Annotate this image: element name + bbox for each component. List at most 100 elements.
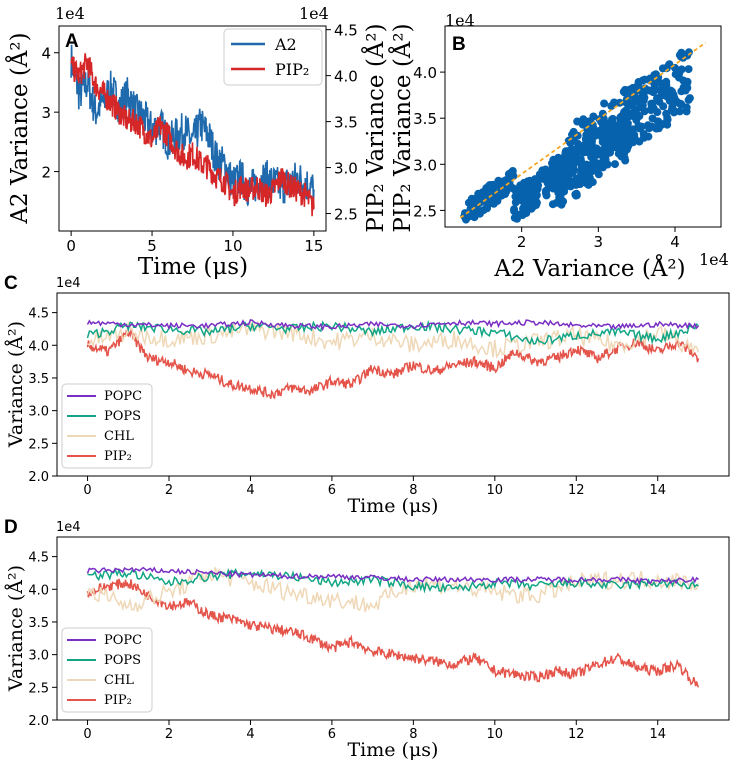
scatter-point (573, 117, 582, 126)
scatter-point (610, 121, 619, 130)
y-tick-label: 2.5 (413, 202, 437, 220)
scatter-point (511, 198, 520, 207)
y-tick-label: 2 (41, 164, 51, 182)
legend-pip2-label: PIP₂ (104, 449, 132, 464)
scatter-point (630, 130, 639, 139)
scatter-point (601, 155, 610, 164)
scatter-point (665, 96, 674, 105)
panel-d-ylabel: Variance (Å²) (5, 565, 27, 692)
scatter-point (586, 117, 595, 126)
scatter-point (627, 99, 636, 108)
y-tick-label: 3 (41, 104, 51, 122)
scatter-point (596, 126, 605, 135)
panel-b-offset-y: 1e4 (445, 11, 475, 30)
x-tick-label: 14 (649, 727, 666, 742)
panel-c-legend-box (61, 383, 153, 469)
scatter-point (606, 148, 615, 157)
y-tick-label: 2.0 (28, 714, 49, 729)
scatter-point (548, 200, 557, 209)
y-right-tick-label: 4.5 (334, 22, 358, 40)
y-tick-label: 2.0 (28, 470, 49, 485)
panel-b-xlabel: A2 Variance (Å²) (493, 254, 685, 282)
panel-d-label: D (4, 517, 18, 538)
panel-b-offset-x: 1e4 (699, 250, 729, 269)
scatter-point (611, 134, 620, 143)
panel-a-plot-area (58, 25, 327, 232)
scatter-point (608, 114, 617, 123)
scatter-point (649, 88, 657, 97)
y-tick-label: 4.5 (28, 307, 49, 322)
scatter-point (638, 101, 647, 110)
scatter-point (669, 90, 678, 99)
series-popc-line (86, 566, 699, 586)
panel-d-legend: POPC POPS CHL PIP₂ (61, 627, 153, 713)
panel-c-offset: 1e4 (56, 276, 81, 291)
y-tick-label: 3.0 (413, 156, 437, 174)
scatter-point (579, 115, 588, 124)
scatter-point (535, 170, 544, 179)
y-tick-label: 4.5 (28, 551, 49, 566)
panel-d-legend-box (61, 627, 153, 713)
y-tick-label: 4 (41, 45, 51, 63)
y-right-tick-label: 4.0 (334, 68, 358, 86)
series-chl-line (87, 319, 700, 359)
scatter-point (645, 124, 654, 133)
y-tick-label: 3.5 (413, 110, 437, 128)
scatter-point (684, 48, 693, 57)
x-tick-label: 14 (649, 483, 666, 498)
panel-a-ylabel-right: PIP₂ Variance (Å²) (361, 23, 389, 232)
panel-d-series (86, 566, 700, 688)
scatter-point (521, 204, 530, 212)
scatter-point (479, 189, 488, 198)
scatter-point (568, 130, 576, 139)
legend-pip2-label: PIP₂ (104, 693, 132, 708)
scatter-point (653, 117, 662, 126)
scatter-point (655, 97, 664, 106)
scatter-point (590, 152, 599, 161)
x-tick-label: 2 (165, 727, 173, 742)
series-pops-line (86, 319, 699, 346)
y-tick-label: 4.0 (413, 64, 437, 82)
scatter-point (681, 85, 690, 93)
scatter-point (577, 166, 586, 175)
scatter-point (640, 75, 649, 84)
scatter-point (662, 109, 671, 118)
y-tick-label: 4.0 (28, 583, 49, 598)
x-tick-label: 10 (487, 727, 504, 742)
scatter-point (648, 99, 657, 108)
scatter-point (550, 167, 559, 176)
scatter-point (616, 120, 625, 129)
scatter-point (620, 107, 629, 116)
panel-c-series (86, 319, 700, 400)
panel-a-label: A (65, 31, 79, 52)
panel-d-plot-area (56, 536, 730, 721)
panel-c-ticks: 0 2 4 6 8 10 12 14 2.0 2.5 3.0 3.5 4.0 4.5 (28, 307, 666, 498)
panel-c-xlabel: Time (μs) (348, 495, 439, 517)
scatter-point (464, 198, 473, 207)
scatter-point (558, 164, 567, 173)
legend-popc-label: POPC (104, 389, 142, 404)
scatter-point (661, 80, 670, 89)
legend-chl-label: CHL (104, 429, 134, 444)
x-tick-label: 2 (165, 483, 173, 498)
scatter-point (675, 73, 683, 82)
scatter-point (569, 167, 578, 176)
scatter-point (590, 131, 599, 140)
scatter-point (620, 153, 629, 162)
scatter-point (506, 173, 515, 182)
scatter-point (627, 138, 636, 147)
panel-c-legend: POPC POPS CHL PIP₂ (61, 383, 153, 469)
x-tick-label: 0 (83, 483, 91, 498)
x-tick-label: 5 (147, 237, 157, 255)
panel-a-ticks: 0 5 10 15 2 3 4 2.5 3.0 3.5 4.0 4.5 (41, 22, 357, 255)
scatter-point (682, 103, 691, 112)
legend-chl-label: CHL (104, 673, 134, 688)
x-tick-label: 0 (66, 237, 76, 255)
scatter-point (651, 78, 660, 86)
series-chl-line (86, 567, 700, 613)
y-tick-label: 3.5 (28, 616, 49, 631)
x-tick-label: 6 (328, 727, 336, 742)
scatter-point (634, 80, 643, 89)
x-tick-label: 8 (409, 727, 417, 742)
scatter-point (634, 121, 643, 130)
